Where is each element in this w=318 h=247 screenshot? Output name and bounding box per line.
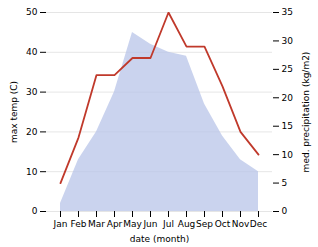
svg-text:35: 35	[282, 7, 293, 17]
svg-text:Oct: Oct	[215, 219, 231, 229]
svg-text:40: 40	[26, 47, 38, 57]
svg-text:Dec: Dec	[250, 219, 267, 229]
svg-text:30: 30	[282, 36, 294, 46]
svg-text:Apr: Apr	[107, 219, 123, 229]
svg-text:0: 0	[282, 206, 288, 216]
svg-text:Mar: Mar	[88, 219, 105, 229]
svg-text:Jun: Jun	[142, 219, 157, 229]
svg-text:Feb: Feb	[71, 219, 87, 229]
svg-text:10: 10	[282, 150, 294, 160]
svg-text:20: 20	[282, 93, 294, 103]
svg-text:20: 20	[26, 127, 38, 137]
svg-text:max temp (C): max temp (C)	[9, 81, 19, 143]
svg-text:0: 0	[32, 206, 38, 216]
svg-text:10: 10	[26, 167, 38, 177]
svg-text:25: 25	[282, 64, 293, 74]
svg-text:30: 30	[26, 87, 38, 97]
svg-text:50: 50	[26, 7, 38, 17]
svg-text:5: 5	[282, 178, 288, 188]
svg-text:Jul: Jul	[162, 219, 174, 229]
svg-text:med. precipitation (kg/m2): med. precipitation (kg/m2)	[301, 52, 311, 173]
svg-text:Nov: Nov	[232, 219, 250, 229]
svg-text:15: 15	[282, 121, 293, 131]
svg-text:Aug: Aug	[178, 219, 196, 229]
svg-text:May: May	[123, 219, 142, 229]
svg-text:Jan: Jan	[53, 219, 68, 229]
svg-text:date (month): date (month)	[130, 234, 189, 244]
svg-text:Sep: Sep	[196, 219, 213, 229]
